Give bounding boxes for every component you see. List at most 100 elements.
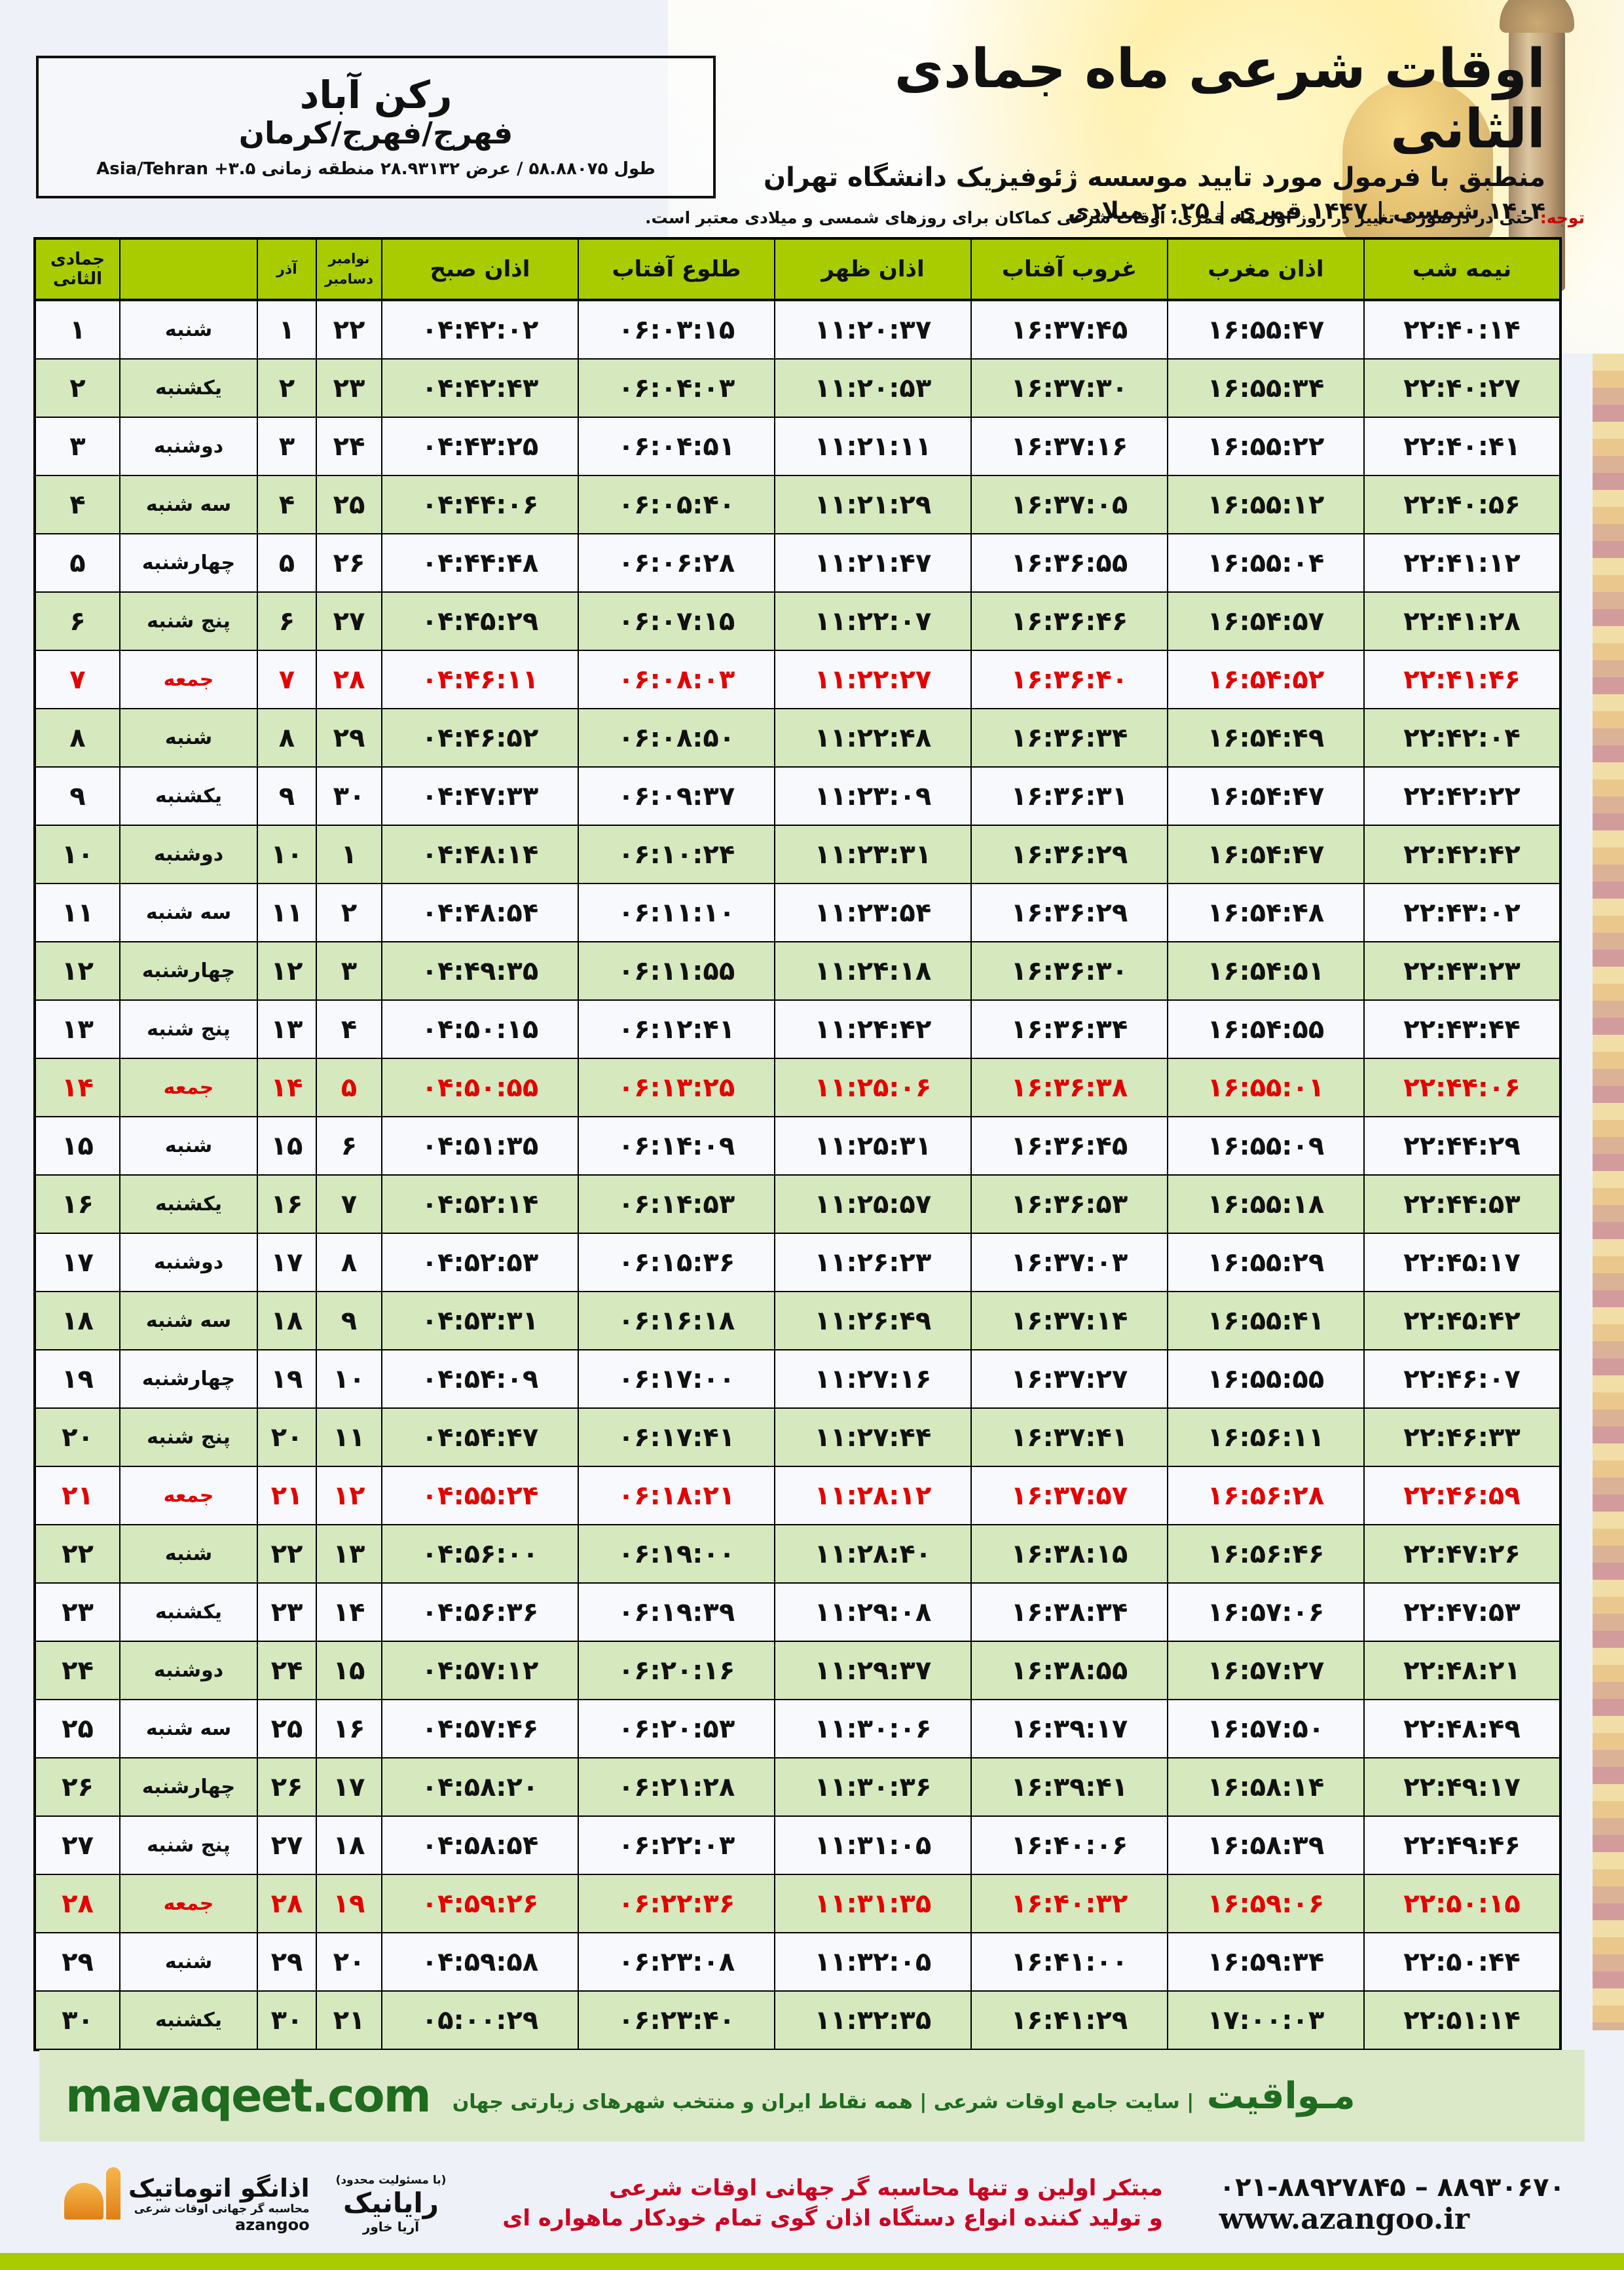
sunset-cell: ۱۶:۳۷:۴۵ (970, 299, 1168, 360)
midnight-cell: ۲۲:۴۲:۲۲ (1363, 766, 1561, 826)
azar-day-cell: ۱۲ (257, 941, 317, 1001)
gregorian-day-cell: ۱۱ (316, 1407, 382, 1467)
maghrib-cell: ۱۶:۵۶:۲۸ (1167, 1466, 1365, 1525)
midnight-cell: ۲۲:۴۰:۴۱ (1363, 417, 1561, 476)
dhuhr-cell: ۱۱:۳۲:۳۵ (774, 1990, 972, 2051)
fajr-cell: ۰۴:۴۹:۳۵ (381, 941, 579, 1001)
gregorian-day-cell: ۲۹ (316, 708, 382, 768)
jamadi-day-cell: ۲۰ (34, 1407, 120, 1467)
website-url[interactable]: www.azangoo.ir (1219, 2202, 1470, 2236)
sunrise-cell: ۰۶:۱۲:۴۱ (578, 999, 775, 1059)
sunset-cell: ۱۶:۴۰:۳۲ (970, 1874, 1168, 1933)
midnight-cell: ۲۲:۵۱:۱۴ (1363, 1990, 1561, 2051)
sunset-cell: ۱۶:۳۶:۴۰ (970, 650, 1168, 709)
azar-day-cell: ۱۴ (257, 1058, 317, 1117)
mosque-minaret-shape (106, 2167, 121, 2220)
table-row: ۲۲:۴۶:۰۷ ۱۶:۵۵:۵۵ ۱۶:۳۷:۲۷ ۱۱:۲۷:۱۶ ۰۶:۱۷:۰۰… (34, 1349, 1561, 1409)
jamadi-day-cell: ۷ (34, 650, 120, 709)
maghrib-cell: ۱۶:۵۴:۴۸ (1167, 883, 1365, 942)
midnight-cell: ۲۲:۴۶:۵۹ (1363, 1466, 1561, 1525)
azar-day-cell: ۲ (257, 358, 317, 418)
fajr-cell: ۰۴:۴۶:۵۲ (381, 708, 579, 768)
jamadi-day-cell: ۲۲ (34, 1524, 120, 1584)
table-row: ۲۲:۴۷:۲۶ ۱۶:۵۶:۴۶ ۱۶:۳۸:۱۵ ۱۱:۲۸:۴۰ ۰۶:۱۹:۰۰… (34, 1524, 1561, 1584)
dhuhr-cell: ۱۱:۲۱:۴۷ (774, 533, 972, 593)
sunset-cell: ۱۶:۳۶:۴۵ (970, 1116, 1168, 1176)
fajr-cell: ۰۵:۰۰:۲۹ (381, 1990, 579, 2051)
weekday-cell: شنبه (119, 1116, 258, 1176)
table-row: ۲۲:۴۳:۴۴ ۱۶:۵۴:۵۵ ۱۶:۳۶:۳۴ ۱۱:۲۴:۴۲ ۰۶:۱۲:۴۱… (34, 999, 1561, 1059)
brand-url[interactable]: mavaqeet.com (65, 2069, 432, 2123)
slogan-line-2: و تولید کننده انواع دستگاه اذان گوی تمام… (502, 2205, 1163, 2231)
fajr-cell: ۰۴:۴۳:۲۵ (381, 417, 579, 476)
azar-day-cell: ۲۳ (257, 1582, 317, 1642)
sunset-cell: ۱۶:۳۶:۳۰ (970, 941, 1168, 1001)
jamadi-day-cell: ۱۵ (34, 1116, 120, 1176)
table-row: ۲۲:۴۳:۰۲ ۱۶:۵۴:۴۸ ۱۶:۳۶:۲۹ ۱۱:۲۳:۵۴ ۰۶:۱۱:۱۰… (34, 883, 1561, 942)
fajr-cell: ۰۴:۵۰:۱۵ (381, 999, 579, 1059)
jamadi-day-cell: ۲۹ (34, 1932, 120, 1992)
table-row: ۲۲:۵۰:۴۴ ۱۶:۵۹:۳۴ ۱۶:۴۱:۰۰ ۱۱:۳۲:۰۵ ۰۶:۲۳:۰۸… (34, 1932, 1561, 1992)
gregorian-day-cell: ۲۴ (316, 417, 382, 476)
maghrib-cell: ۱۶:۵۴:۴۹ (1167, 708, 1365, 768)
col-sunrise: طلوع آفتاب (578, 238, 775, 301)
sunrise-cell: ۰۶:۱۸:۲۱ (578, 1466, 775, 1525)
sunset-cell: ۱۶:۳۸:۵۵ (970, 1641, 1168, 1700)
col-weekday (119, 238, 258, 301)
gregorian-day-cell: ۱۴ (316, 1582, 382, 1642)
gregorian-day-cell: ۱۰ (316, 1349, 382, 1409)
dhuhr-cell: ۱۱:۲۵:۰۶ (774, 1058, 972, 1117)
dhuhr-cell: ۱۱:۲۶:۲۳ (774, 1233, 972, 1292)
fajr-cell: ۰۴:۵۰:۵۵ (381, 1058, 579, 1117)
sunset-cell: ۱۶:۳۶:۵۵ (970, 533, 1168, 593)
sunrise-cell: ۰۶:۱۷:۴۱ (578, 1407, 775, 1467)
side-decoration-strip (1593, 354, 1624, 2030)
azar-day-cell: ۲۵ (257, 1699, 317, 1758)
dhuhr-cell: ۱۱:۲۰:۵۳ (774, 358, 972, 418)
dhuhr-cell: ۱۱:۲۹:۰۸ (774, 1582, 972, 1642)
gregorian-day-cell: ۳ (316, 941, 382, 1001)
sunset-cell: ۱۶:۳۶:۳۴ (970, 999, 1168, 1059)
mosque-icon (59, 2167, 122, 2235)
sunset-cell: ۱۶:۳۶:۳۱ (970, 766, 1168, 826)
jamadi-day-cell: ۲۳ (34, 1582, 120, 1642)
weekday-cell: شنبه (119, 708, 258, 768)
midnight-cell: ۲۲:۴۰:۱۴ (1363, 299, 1561, 360)
slogan-line-1: مبتکر اولین و تنها محاسبه گر جهانی اوقات… (609, 2175, 1163, 2202)
weekday-cell: سه شنبه (119, 1699, 258, 1758)
gregorian-day-cell: ۲۲ (316, 299, 382, 360)
fajr-cell: ۰۴:۵۳:۳۱ (381, 1291, 579, 1350)
maghrib-cell: ۱۶:۵۶:۴۶ (1167, 1524, 1365, 1584)
midnight-cell: ۲۲:۴۰:۲۷ (1363, 358, 1561, 418)
table-row: ۲۲:۴۵:۱۷ ۱۶:۵۵:۲۹ ۱۶:۳۷:۰۳ ۱۱:۲۶:۲۳ ۰۶:۱۵:۳۶… (34, 1233, 1561, 1292)
fajr-cell: ۰۴:۵۴:۴۷ (381, 1407, 579, 1467)
maghrib-cell: ۱۶:۵۴:۵۵ (1167, 999, 1365, 1059)
gregorian-day-cell: ۴ (316, 999, 382, 1059)
sunset-cell: ۱۶:۳۶:۳۸ (970, 1058, 1168, 1117)
dhuhr-cell: ۱۱:۳۱:۳۵ (774, 1874, 972, 1933)
midnight-cell: ۲۲:۴۱:۲۸ (1363, 591, 1561, 651)
jamadi-day-cell: ۱۰ (34, 825, 120, 884)
maghrib-cell: ۱۶:۵۹:۰۶ (1167, 1874, 1365, 1933)
table-row: ۲۲:۴۸:۴۹ ۱۶:۵۷:۵۰ ۱۶:۳۹:۱۷ ۱۱:۳۰:۰۶ ۰۶:۲۰:۵۳… (34, 1699, 1561, 1758)
rayanic-logo: (با مسئولیت محدود) رایانیک آریا خاور (336, 2174, 447, 2235)
jamadi-day-cell: ۴ (34, 475, 120, 534)
weekday-cell: شنبه (119, 1932, 258, 1992)
sunrise-cell: ۰۶:۱۶:۱۸ (578, 1291, 775, 1350)
phone-number: ۰۲۱-۸۸۹۲۷۸۴۵ – ۸۸۹۳۰۶۷۰ (1219, 2172, 1565, 2203)
azar-day-cell: ۶ (257, 591, 317, 651)
note-line: توجه: حتی در درصورت تغییر در روز اول ماه… (39, 208, 1585, 227)
table-row: ۲۲:۴۱:۱۲ ۱۶:۵۵:۰۴ ۱۶:۳۶:۵۵ ۱۱:۲۱:۴۷ ۰۶:۰۶:۲۸… (34, 533, 1561, 593)
sunrise-cell: ۰۶:۰۷:۱۵ (578, 591, 775, 651)
midnight-cell: ۲۲:۴۷:۵۳ (1363, 1582, 1561, 1642)
midnight-cell: ۲۲:۴۵:۴۲ (1363, 1291, 1561, 1350)
table-row: ۲۲:۴۸:۲۱ ۱۶:۵۷:۲۷ ۱۶:۳۸:۵۵ ۱۱:۲۹:۳۷ ۰۶:۲۰:۱۶… (34, 1641, 1561, 1700)
maghrib-cell: ۱۶:۵۴:۵۱ (1167, 941, 1365, 1001)
weekday-cell: چهارشنبه (119, 941, 258, 1001)
maghrib-cell: ۱۶:۵۵:۳۴ (1167, 358, 1365, 418)
sunrise-cell: ۰۶:۱۴:۰۹ (578, 1116, 775, 1176)
maghrib-cell: ۱۶:۵۶:۱۱ (1167, 1407, 1365, 1467)
sunset-cell: ۱۶:۳۷:۵۷ (970, 1466, 1168, 1525)
sunrise-cell: ۰۶:۰۹:۳۷ (578, 766, 775, 826)
jamadi-day-cell: ۲۸ (34, 1874, 120, 1933)
